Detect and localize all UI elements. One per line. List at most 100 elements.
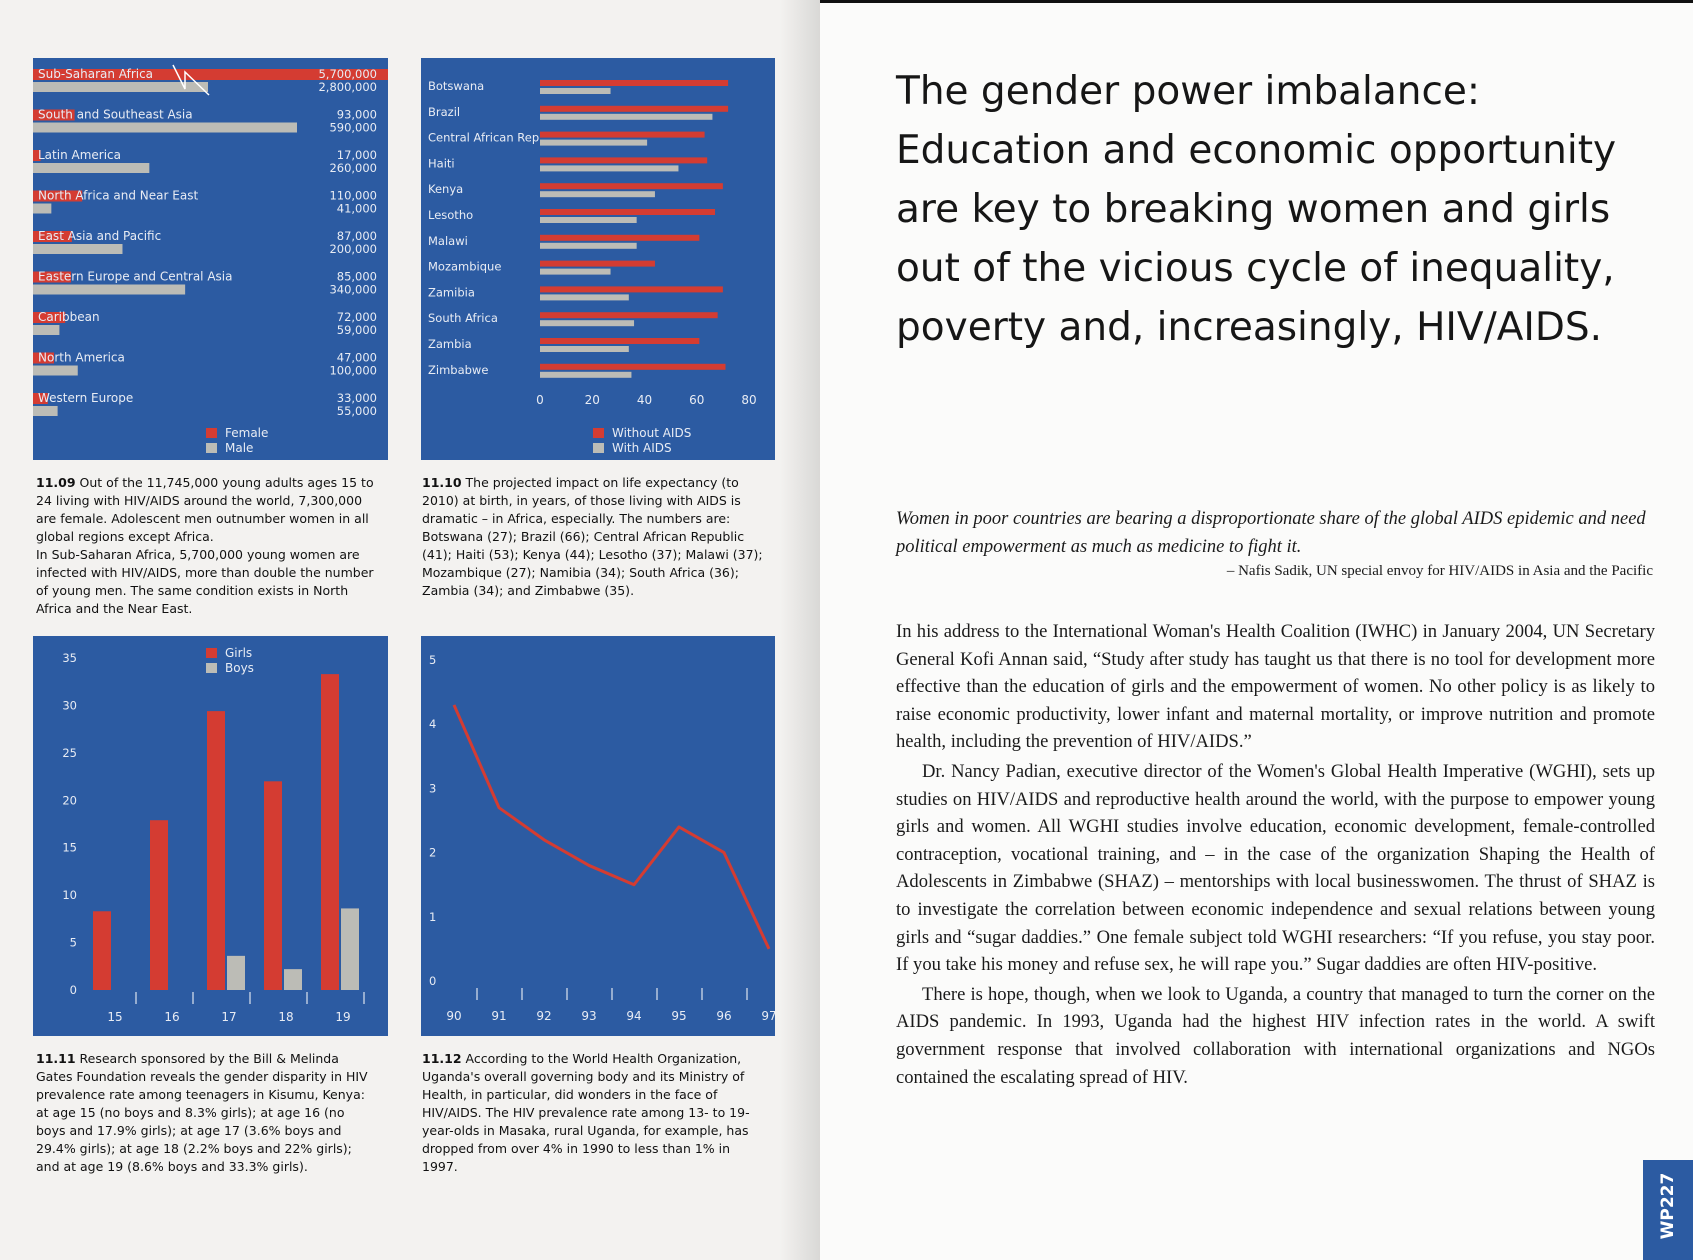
caption-11-11: 11.11 Research sponsored by the Bill & M…: [36, 1050, 376, 1176]
x-tick-label: 60: [689, 393, 704, 407]
axis-break-marker: [172, 64, 210, 96]
bar-male: [33, 244, 123, 254]
caption-text: Research sponsored by the Bill & Melinda…: [36, 1051, 368, 1174]
bar-with-aids: [540, 294, 629, 301]
bar-without-aids: [540, 105, 729, 112]
hiv-prevalence-line: [452, 704, 771, 950]
legend-swatch: [206, 443, 217, 453]
legend-label: Female: [225, 426, 268, 440]
x-tick-label: 90: [446, 1009, 461, 1023]
caption-number: 11.11: [36, 1051, 76, 1066]
x-tick-label: 19: [335, 1010, 350, 1024]
caption-text: According to the World Health Organizati…: [422, 1051, 750, 1174]
chart-11-12: 0 1 2 3 4 5 90 91 92 93 94 95 96 97: [429, 653, 775, 1023]
value-label-male: 260,000: [329, 161, 377, 175]
value-label-female: 5,700,000: [318, 67, 377, 81]
category-label: Western Europe: [38, 391, 133, 405]
body-paragraph: Dr. Nancy Padian, executive director of …: [896, 760, 1655, 976]
bar-girls: [321, 674, 339, 990]
bar-boys: [341, 908, 359, 990]
x-tick-label: 95: [671, 1009, 686, 1023]
bar-male: [33, 203, 52, 214]
chart-11-12-panel: 0 1 2 3 4 5 90 91 92 93 94 95 96 97: [421, 636, 775, 1036]
category-label: Latin America: [38, 148, 121, 162]
body-paragraph: In his address to the International Woma…: [896, 621, 1655, 753]
bar-with-aids: [540, 217, 637, 223]
bar-boys: [284, 969, 302, 990]
bar-male: [33, 406, 58, 416]
page-number-tab: WP227: [1643, 1160, 1693, 1260]
bar-female: [33, 69, 388, 80]
x-tick-label: 16: [164, 1010, 179, 1024]
value-label-male: 100,000: [329, 364, 377, 378]
y-tick-label: 4: [429, 717, 436, 731]
legend-label: Boys: [225, 661, 254, 675]
category-label: South Africa: [428, 311, 498, 325]
bar-male: [33, 284, 186, 295]
value-label-male: 340,000: [329, 283, 377, 297]
page-gutter-shadow: [780, 0, 820, 1260]
bar-without-aids: [540, 131, 705, 138]
bar-without-aids: [540, 157, 708, 164]
caption-text: Out of the 11,745,000 young adults ages …: [36, 475, 374, 544]
bar-with-aids: [540, 139, 648, 146]
legend-label: Male: [225, 441, 253, 455]
category-label: Lesotho: [428, 208, 473, 222]
value-label-female: 47,000: [337, 351, 377, 365]
y-tick-label: 5: [429, 653, 436, 667]
bar-without-aids: [540, 234, 700, 241]
left-page: Sub-Saharan Africa 5,700,000 2,800,000 Sout…: [0, 0, 820, 1260]
caption-number: 11.12: [422, 1051, 462, 1066]
category-label: Caribbean: [38, 310, 100, 324]
value-label-female: 85,000: [337, 270, 377, 284]
bar-with-aids: [540, 268, 611, 275]
category-label: Zambia: [428, 337, 472, 351]
bar-with-aids: [540, 320, 635, 327]
value-label-male: 590,000: [329, 121, 377, 135]
category-label: Botswana: [428, 79, 484, 93]
y-tick-label: 10: [62, 888, 77, 902]
bar-male: [33, 82, 208, 92]
caption-text: The projected impact on life expectancy …: [422, 475, 763, 598]
legend-swatch: [206, 663, 217, 673]
y-tick-label: 2: [429, 846, 436, 860]
bar-with-aids: [540, 191, 655, 198]
bar-boys: [227, 955, 245, 990]
caption-number: 11.09: [36, 475, 76, 490]
caption-11-12: 11.12 According to the World Health Orga…: [422, 1050, 768, 1176]
category-label: Sub-Saharan Africa: [38, 67, 153, 81]
y-tick-label: 3: [429, 781, 436, 795]
category-label: North America: [38, 351, 125, 365]
x-tick-label: 0: [536, 393, 544, 407]
legend-swatch: [593, 443, 604, 453]
bar-without-aids: [540, 312, 718, 319]
value-label-female: 87,000: [337, 229, 377, 243]
y-tick-label: 0: [70, 983, 77, 997]
caption-text-2: In Sub-Saharan Africa, 5,700,000 young w…: [36, 547, 374, 616]
right-page: The gender power imbalance: Education an…: [820, 0, 1693, 1260]
bar-girls: [150, 820, 168, 990]
caption-number: 11.10: [422, 475, 462, 490]
category-label: Zimbabwe: [428, 363, 488, 377]
bar-female: [33, 150, 41, 161]
x-tick-label: 94: [626, 1009, 641, 1023]
page-number: WP227: [1658, 1172, 1678, 1240]
x-tick-label: 18: [278, 1010, 293, 1024]
y-tick-label: 25: [62, 746, 77, 760]
bar-without-aids: [540, 183, 723, 190]
category-label: Malawi: [428, 234, 468, 248]
category-label: North Africa and Near East: [38, 189, 198, 203]
value-label-male: 200,000: [329, 242, 377, 256]
legend-label: With AIDS: [612, 441, 672, 455]
bar-without-aids: [540, 260, 655, 267]
epigraph-quote: Women in poor countries are bearing a di…: [896, 509, 1646, 557]
category-label: Kenya: [428, 182, 463, 196]
value-label-female: 110,000: [329, 189, 377, 203]
x-tick-label: 93: [581, 1009, 596, 1023]
bar-without-aids: [540, 286, 723, 293]
x-tick-label: 92: [536, 1009, 551, 1023]
bar-male: [33, 122, 297, 133]
value-label-male: 55,000: [337, 404, 377, 418]
